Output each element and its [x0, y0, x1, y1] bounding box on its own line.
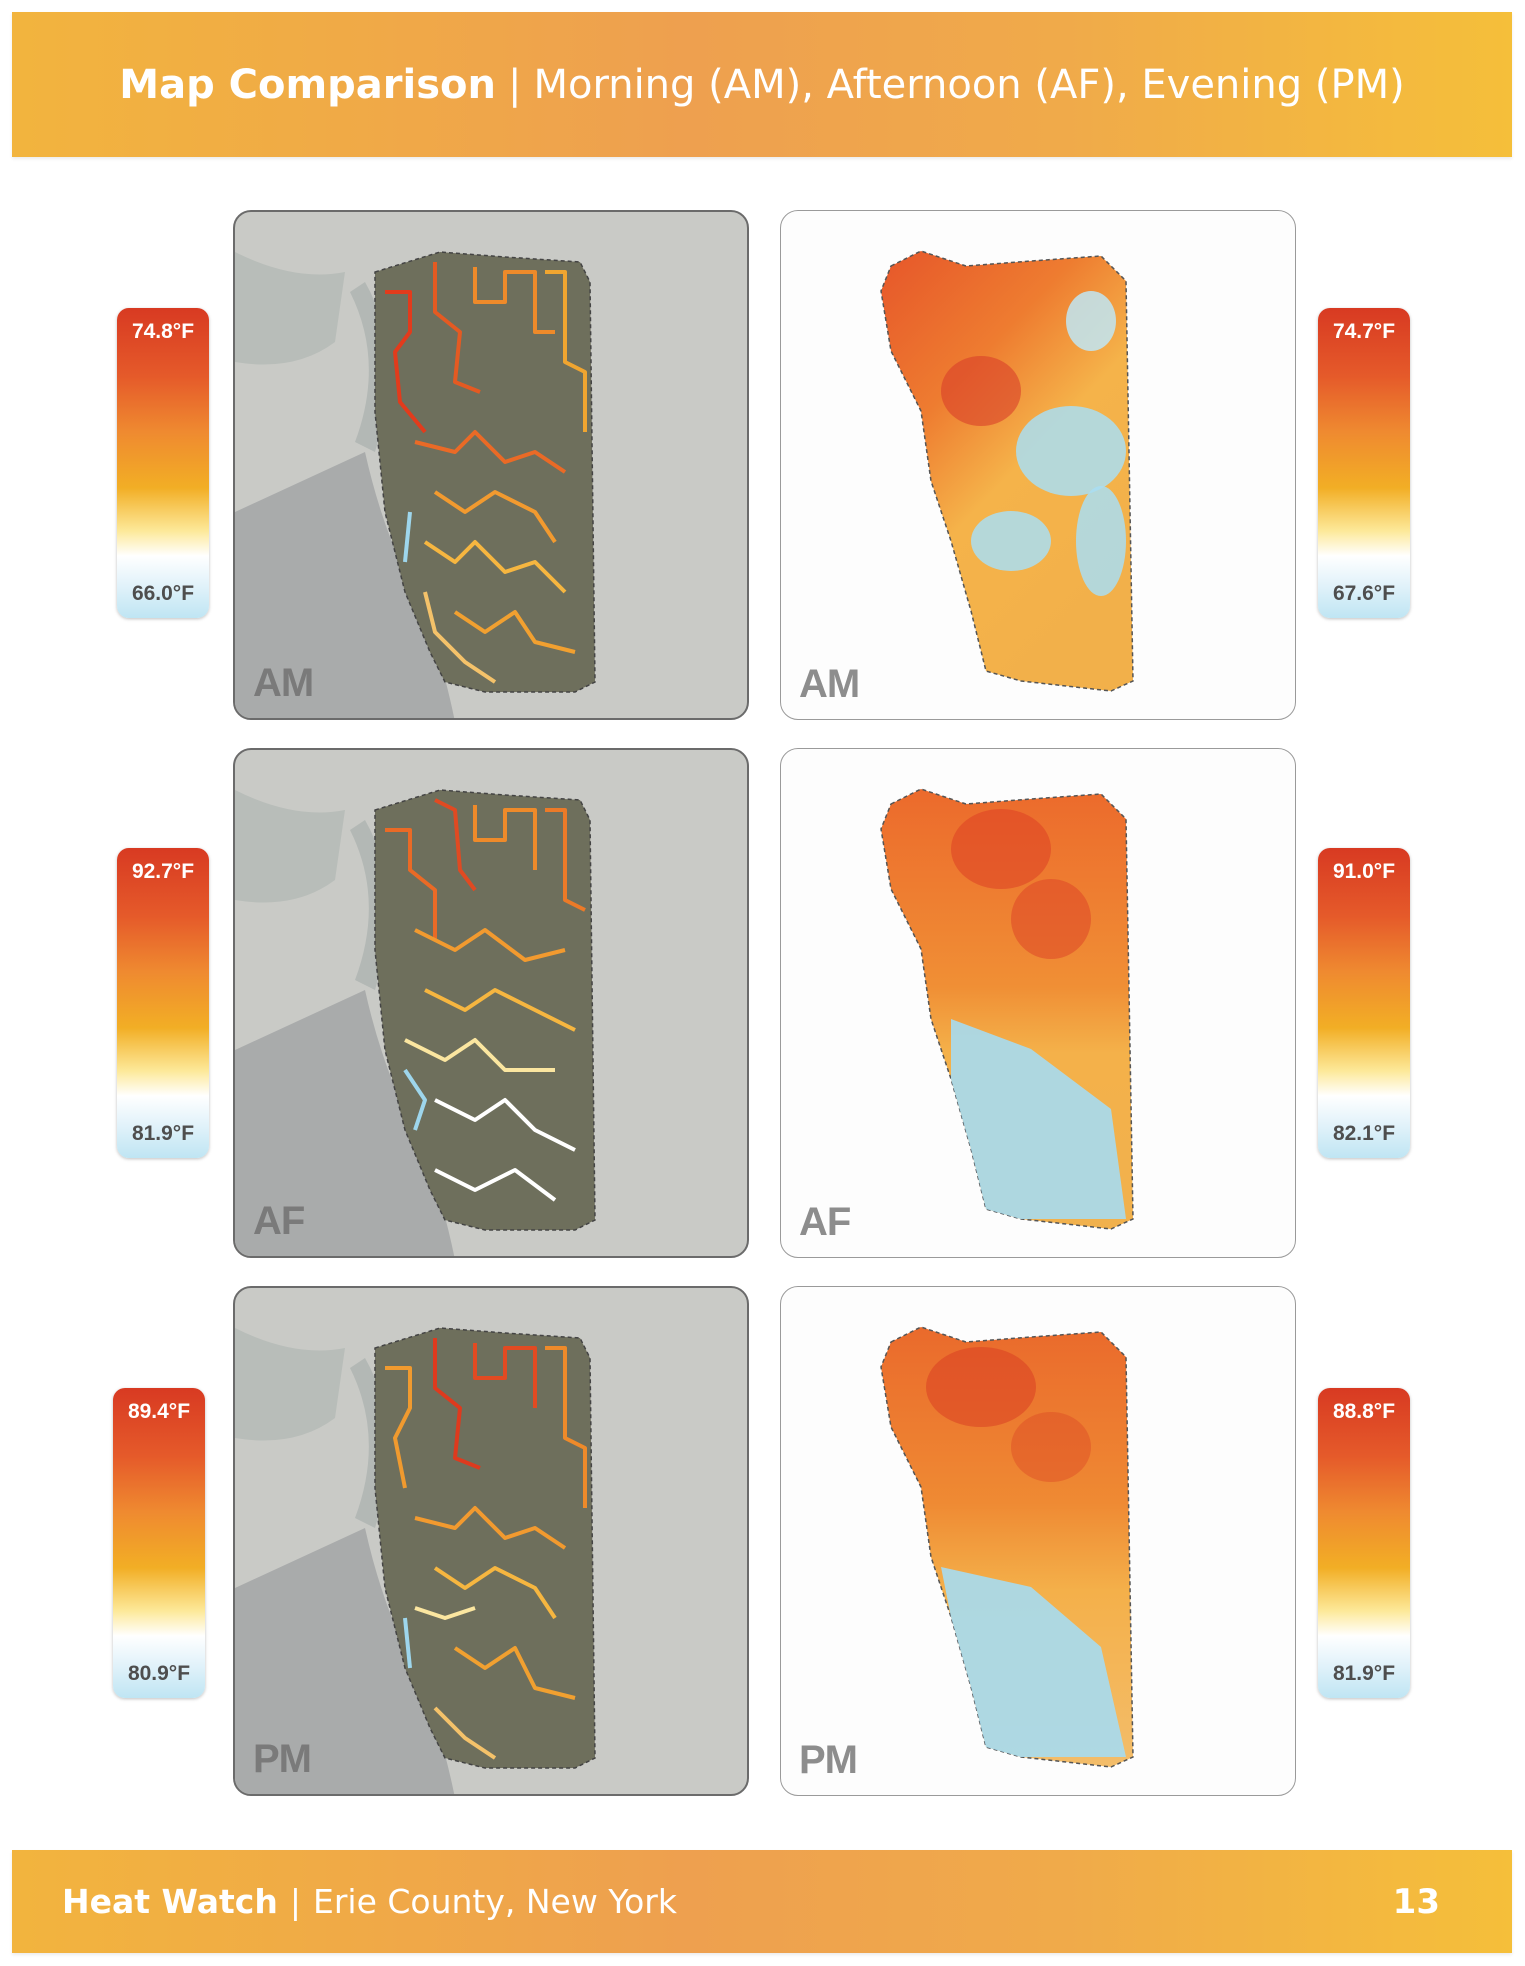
- map-am-heat: AM: [780, 210, 1296, 720]
- period-label-pm: PM: [799, 1738, 858, 1782]
- map-af-heat: AF: [780, 748, 1296, 1258]
- header-banner: Map Comparison | Morning (AM), Afternoon…: [12, 12, 1512, 157]
- legend-high: 74.8°F: [131, 320, 195, 343]
- period-label-af: AF: [253, 1199, 305, 1243]
- period-label-am: AM: [799, 662, 860, 706]
- title-separator: |: [508, 61, 522, 108]
- legend-high: 89.4°F: [127, 1400, 191, 1423]
- page-subtitle: Morning (AM), Afternoon (AF), Evening (P…: [533, 61, 1405, 108]
- legend-pm-heat: 88.8°F 81.9°F: [1318, 1388, 1410, 1698]
- route-map-graphic: [235, 1327, 596, 1794]
- legend-low: 82.1°F: [1332, 1122, 1396, 1145]
- period-label-pm: PM: [253, 1737, 312, 1781]
- period-label-am: AM: [253, 661, 314, 705]
- page-title: Map Comparison: [119, 61, 496, 108]
- legend-low: 66.0°F: [131, 582, 195, 605]
- legend-pm-route: 89.4°F 80.9°F: [113, 1388, 205, 1698]
- legend-low: 80.9°F: [127, 1662, 191, 1685]
- footer-banner: Heat Watch | Erie County, New York 13: [12, 1850, 1512, 1953]
- legend-low: 81.9°F: [1332, 1662, 1396, 1685]
- period-label-af: AF: [799, 1200, 851, 1244]
- footer-separator: |: [289, 1882, 301, 1921]
- legend-high: 92.7°F: [131, 860, 195, 883]
- page-number: 13: [1392, 1881, 1440, 1922]
- heat-map-graphic: [880, 250, 1134, 692]
- footer-title: Heat Watch | Erie County, New York: [62, 1882, 677, 1921]
- heat-map-graphic: [880, 1326, 1134, 1768]
- heat-map-graphic: [880, 788, 1134, 1230]
- legend-high: 88.8°F: [1332, 1400, 1396, 1423]
- legend-af-route: 92.7°F 81.9°F: [117, 848, 209, 1158]
- legend-am-route: 74.8°F 66.0°F: [117, 308, 209, 618]
- legend-low: 81.9°F: [131, 1122, 195, 1145]
- map-pm-routes: PM: [233, 1286, 749, 1796]
- map-pm-heat: PM: [780, 1286, 1296, 1796]
- legend-high: 74.7°F: [1332, 320, 1396, 343]
- route-map-graphic: [235, 789, 596, 1256]
- legend-am-heat: 74.7°F 67.6°F: [1318, 308, 1410, 618]
- map-am-routes: AM: [233, 210, 749, 720]
- map-af-routes: AF: [233, 748, 749, 1258]
- legend-low: 67.6°F: [1332, 582, 1396, 605]
- route-map-graphic: [235, 251, 596, 718]
- footer-brand: Heat Watch: [62, 1882, 278, 1921]
- legend-high: 91.0°F: [1332, 860, 1396, 883]
- footer-location: Erie County, New York: [312, 1882, 677, 1921]
- legend-af-heat: 91.0°F 82.1°F: [1318, 848, 1410, 1158]
